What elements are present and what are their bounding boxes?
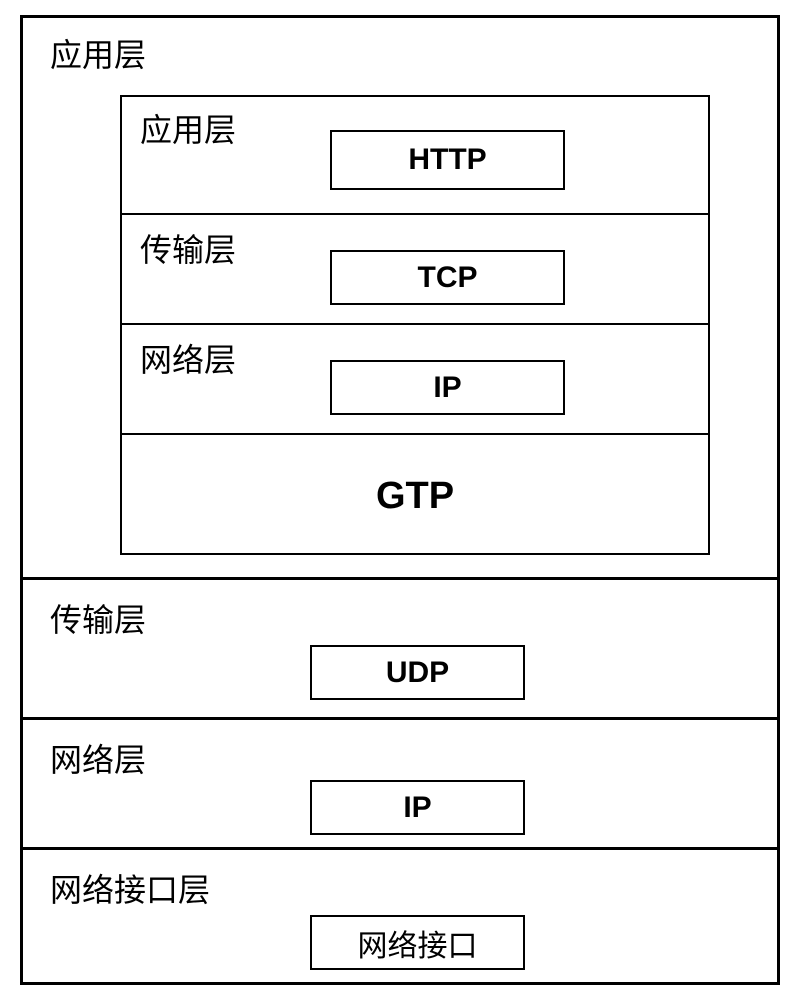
outer-transport-proto-box: UDP bbox=[310, 645, 525, 700]
outer-network-proto-text: IP bbox=[403, 791, 431, 825]
inner-transport-proto-box: TCP bbox=[330, 250, 565, 305]
inner-app-proto-text: HTTP bbox=[408, 143, 486, 177]
inner-gtp-proto-text: GTP bbox=[120, 475, 710, 518]
outer-network-layer-label: 网络层 bbox=[50, 735, 146, 781]
inner-app-proto-box: HTTP bbox=[330, 130, 565, 190]
inner-transport-proto-text: TCP bbox=[418, 261, 478, 295]
outer-transport-layer-label: 传输层 bbox=[50, 595, 146, 641]
inner-network-proto-text: IP bbox=[433, 371, 461, 405]
inner-transport-layer-label: 传输层 bbox=[140, 225, 236, 271]
outer-app-layer-label: 应用层 bbox=[50, 30, 146, 76]
outer-nif-proto-text: 网络接口 bbox=[358, 921, 478, 965]
inner-network-layer-label: 网络层 bbox=[140, 335, 236, 381]
inner-network-proto-box: IP bbox=[330, 360, 565, 415]
outer-transport-proto-text: UDP bbox=[386, 656, 449, 690]
outer-nif-proto-box: 网络接口 bbox=[310, 915, 525, 970]
outer-network-proto-box: IP bbox=[310, 780, 525, 835]
diagram-canvas: 应用层 应用层 HTTP 传输层 TCP 网络层 IP GTP 传输层 UDP … bbox=[0, 0, 799, 1000]
inner-app-layer-label: 应用层 bbox=[140, 105, 236, 151]
outer-nif-layer-label: 网络接口层 bbox=[50, 865, 210, 911]
